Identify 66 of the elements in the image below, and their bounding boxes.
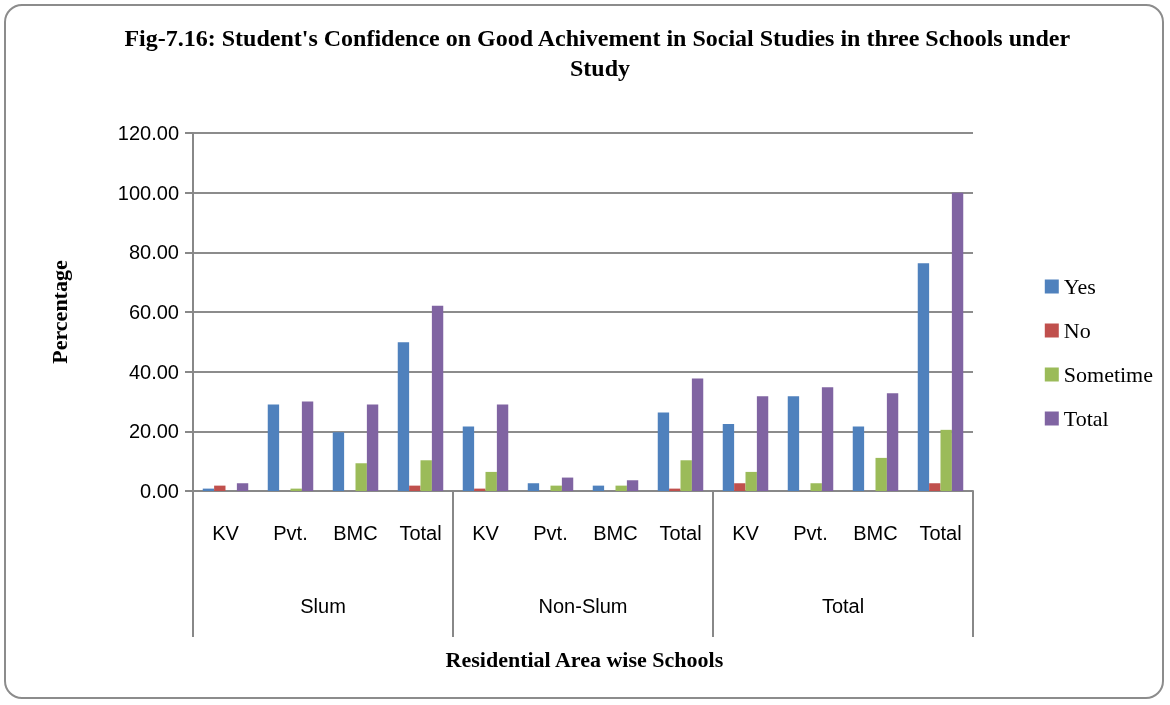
bar bbox=[355, 463, 367, 491]
bar bbox=[756, 396, 769, 491]
bar bbox=[940, 429, 952, 491]
y-tick-label: 80.00 bbox=[128, 241, 179, 264]
legend-label: Total bbox=[1063, 406, 1109, 431]
x-tick-label: Total bbox=[659, 522, 702, 544]
bar bbox=[462, 426, 475, 491]
x-tick-label: Pvt. bbox=[793, 522, 828, 544]
legend-label: Sometime bbox=[1063, 362, 1153, 387]
x-tick-label: Pvt. bbox=[273, 522, 308, 544]
bar bbox=[886, 393, 899, 491]
legend-label: Yes bbox=[1063, 274, 1096, 299]
bar bbox=[485, 471, 497, 491]
bar bbox=[236, 483, 249, 491]
bar bbox=[550, 485, 562, 491]
x-tick-label: KV bbox=[472, 522, 500, 544]
text: Total bbox=[821, 595, 865, 617]
bar bbox=[496, 404, 509, 491]
bar bbox=[657, 412, 670, 491]
bar bbox=[680, 460, 692, 491]
bar bbox=[745, 471, 757, 491]
bar bbox=[409, 485, 421, 491]
bar bbox=[951, 192, 964, 491]
bar bbox=[821, 387, 834, 491]
x-tick-label: BMC bbox=[593, 522, 638, 544]
bar bbox=[722, 423, 735, 491]
x-tick-label: KV bbox=[732, 522, 760, 544]
y-tick-label: 120.00 bbox=[117, 122, 179, 144]
bar bbox=[214, 485, 226, 491]
bar bbox=[691, 378, 704, 491]
bar bbox=[917, 263, 930, 491]
y-tick-label: 40.00 bbox=[128, 360, 179, 383]
bar bbox=[734, 483, 746, 491]
legend-label: No bbox=[1063, 318, 1091, 343]
x-tick-label: Pvt. bbox=[533, 522, 568, 544]
bar bbox=[267, 404, 280, 491]
bar bbox=[332, 432, 345, 491]
x-tick-label: KV bbox=[212, 522, 240, 544]
bar bbox=[929, 483, 941, 491]
bar bbox=[875, 457, 887, 491]
x-tick-label: Total bbox=[399, 522, 442, 544]
text: Non-Slum bbox=[538, 595, 628, 617]
chart-title: Fig-7.16: Student's Confidence on Good Achivement in Social Studies in three Schools under Study bbox=[124, 25, 1076, 81]
x-tick-label: BMC bbox=[333, 522, 378, 544]
bar bbox=[626, 480, 639, 491]
x-tick-label: Total bbox=[919, 522, 962, 544]
bar bbox=[431, 305, 444, 491]
y-tick-label: 100.00 bbox=[117, 181, 179, 204]
bar bbox=[527, 483, 540, 491]
bar bbox=[397, 342, 410, 491]
y-axis-title: Percentage bbox=[46, 260, 72, 364]
bar bbox=[366, 404, 379, 491]
y-tick-label: 20.00 bbox=[128, 420, 179, 443]
bar bbox=[810, 483, 822, 491]
bar bbox=[301, 401, 314, 491]
x-axis-title: Residential Area wise Schools bbox=[445, 646, 724, 672]
bar bbox=[420, 460, 432, 491]
bar bbox=[561, 477, 574, 491]
y-tick-label: 0.00 bbox=[140, 480, 179, 502]
y-tick-label: 60.00 bbox=[128, 301, 179, 323]
x-tick-label: BMC bbox=[853, 522, 898, 544]
text: Slum bbox=[300, 595, 346, 617]
bar bbox=[615, 485, 627, 491]
bar bbox=[787, 396, 800, 491]
bar bbox=[852, 426, 865, 491]
bar bbox=[592, 485, 605, 491]
